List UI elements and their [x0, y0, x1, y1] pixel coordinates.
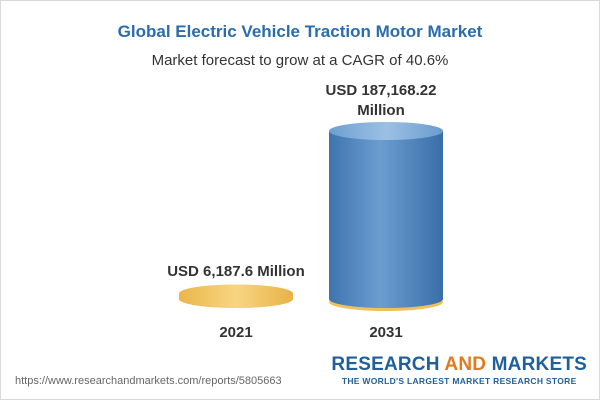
brand-tagline: THE WORLD'S LARGEST MARKET RESEARCH STOR… [341, 376, 577, 386]
brand-name-part2: MARKETS [486, 354, 587, 375]
bar-2021 [179, 284, 293, 308]
bar-body [329, 131, 443, 308]
x-tick-label-2021: 2021 [219, 324, 252, 341]
chart-title: Global Electric Vehicle Traction Motor M… [117, 22, 483, 41]
chart-subtitle: Market forecast to grow at a CAGR of 40.… [151, 52, 449, 69]
brand-name-part1: RESEARCH [331, 354, 445, 375]
data-label-2031-0: USD 187,168.22 [326, 82, 437, 99]
bar-top [179, 284, 293, 303]
data-label-2021-0: USD 6,187.6 Million [167, 263, 305, 280]
brand-logo: RESEARCH AND MARKETS THE WORLD'S LARGEST… [331, 355, 587, 387]
brand-name: RESEARCH AND MARKETS [331, 355, 587, 375]
source-url: https://www.researchandmarkets.com/repor… [15, 375, 282, 387]
x-tick-label-2031: 2031 [369, 324, 402, 341]
brand-name-and: AND [444, 354, 487, 375]
bar-top [329, 122, 443, 140]
data-label-2031-1: Million [357, 102, 405, 119]
bar-2031 [329, 122, 443, 311]
